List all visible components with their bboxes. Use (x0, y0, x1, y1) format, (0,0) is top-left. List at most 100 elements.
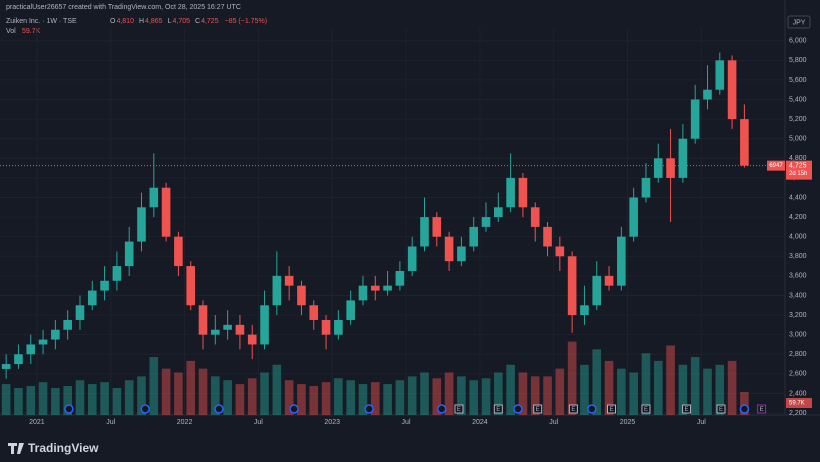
volume-bar (518, 372, 528, 415)
candle-body (1, 364, 11, 369)
candle-body (51, 329, 60, 340)
candle-body (247, 334, 257, 345)
volume-bar (617, 368, 626, 415)
candle-body (26, 344, 36, 355)
earnings-marker (641, 404, 651, 414)
candle-body (641, 177, 651, 198)
candle-body (469, 226, 479, 247)
candle-body (518, 177, 528, 208)
brand: TradingView (28, 441, 99, 455)
volume-bar (100, 382, 109, 415)
volume-key: Vol (6, 28, 16, 35)
candle-body (100, 280, 109, 291)
y-tick-label: 3,800 (789, 253, 807, 260)
currency-button[interactable] (787, 15, 811, 29)
volume-bar (370, 382, 380, 415)
volume-bar (137, 376, 146, 415)
volume-bar (75, 380, 85, 415)
volume-bar (530, 376, 540, 415)
volume-bar (481, 378, 491, 415)
dividend-marker (364, 404, 374, 414)
candle-body (530, 207, 540, 227)
volume-bar (543, 376, 552, 415)
earnings-label: E (496, 407, 500, 413)
symbol-tag-box (767, 160, 785, 171)
volume-bar (420, 372, 429, 415)
candle-body (334, 319, 343, 335)
candle-body (555, 246, 565, 257)
candle-body (137, 207, 146, 242)
legend-value: −85 (−1.75%) (225, 18, 267, 25)
volume-bar (395, 380, 405, 415)
volume-bar (555, 368, 565, 415)
y-tick-label: 3,400 (789, 292, 807, 299)
y-tick-label: 4,400 (789, 194, 807, 201)
candle-body (715, 60, 725, 90)
earnings-marker (607, 404, 617, 414)
credit: practicalUser26657 created with TradingV… (6, 4, 241, 11)
candle-body (14, 354, 23, 365)
candle-body (198, 305, 208, 335)
volume-bar (383, 384, 392, 415)
volume-bar (444, 372, 454, 415)
y-tick-label: 4,800 (789, 155, 807, 162)
candle-body (690, 99, 700, 139)
x-tick-label: 2023 (324, 419, 340, 426)
logo-icon (8, 443, 24, 454)
candle-body (395, 270, 405, 286)
candle-body (211, 329, 220, 335)
volume-bar (38, 382, 48, 415)
volume-bar (567, 341, 577, 415)
y-tick-label: 4,000 (789, 234, 807, 241)
dividend-marker (289, 404, 299, 414)
volume-bar (112, 387, 122, 415)
legend-key: H (139, 18, 144, 25)
volume-bar (407, 376, 417, 415)
volume-bar (358, 384, 368, 415)
candle-body (297, 285, 306, 306)
currency[interactable]: JPY (793, 19, 806, 26)
volume-bar (592, 349, 602, 415)
volume-bar (469, 380, 479, 415)
countdown: 2d 15h (789, 171, 807, 177)
x-tick-label: 2025 (620, 419, 636, 426)
volume-bar (457, 376, 466, 415)
candle-body (223, 324, 232, 330)
candle-body (309, 305, 319, 320)
y-tick-label: 3,200 (789, 312, 807, 319)
volume-bar (506, 364, 515, 415)
volume-bar (186, 360, 196, 415)
earnings-marker (533, 404, 543, 414)
volume-bar (703, 368, 712, 415)
x-tick-label: Jul (549, 419, 558, 426)
volume-bar (604, 360, 614, 415)
candle-body (321, 319, 331, 335)
volume-bar (161, 368, 171, 415)
candle-body (407, 246, 417, 271)
candle-body (112, 266, 122, 281)
volume-bar (247, 378, 257, 415)
dividend-marker (739, 404, 750, 414)
candle-body (740, 119, 749, 166)
legend-value: 4,865 (145, 18, 163, 25)
volume-bar (740, 391, 749, 415)
candle-body (432, 217, 442, 237)
y-tick-label: 2,600 (789, 371, 807, 378)
last-price-box (786, 160, 812, 180)
volume-bar (629, 372, 638, 415)
candle-body (617, 236, 626, 286)
volume-bar (666, 345, 675, 415)
earnings-label: E (644, 407, 648, 413)
earnings-marker (493, 404, 503, 414)
volume-bar (51, 387, 60, 415)
earnings-label: E (457, 407, 461, 413)
volume-bar (641, 353, 651, 415)
candle-body (653, 158, 663, 178)
volume-bar (63, 386, 72, 415)
candle-body (75, 305, 85, 320)
x-tick-label: Jul (106, 419, 115, 426)
last-price-label: 4,725 (789, 162, 807, 169)
volume-bar (432, 378, 442, 415)
earnings-marker (454, 404, 464, 414)
